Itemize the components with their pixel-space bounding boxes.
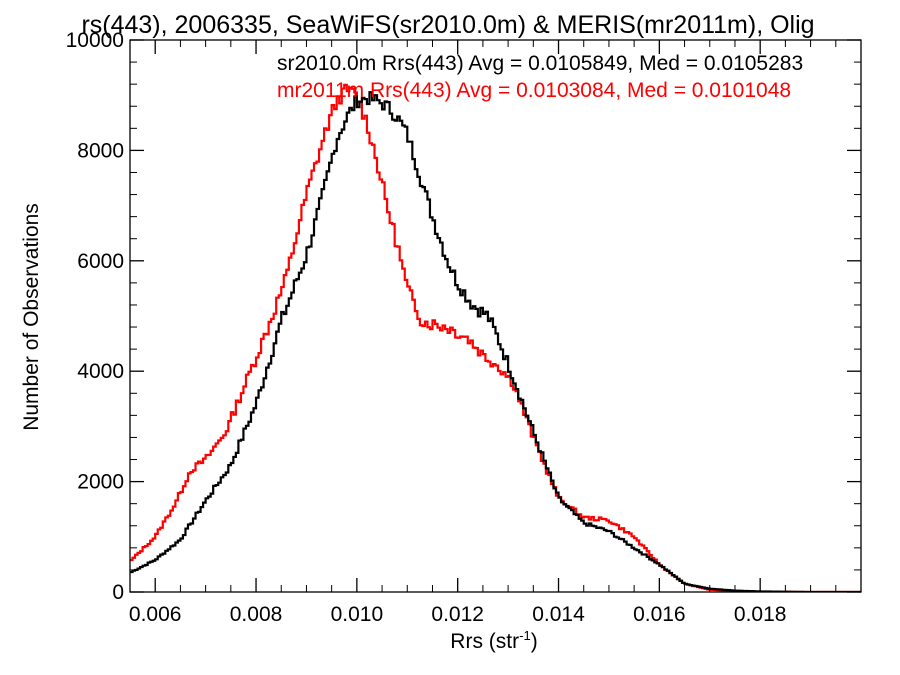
x-tick-label: 0.014: [532, 603, 585, 626]
y-tick-label: 4000: [77, 360, 124, 383]
y-tick-label: 8000: [77, 139, 124, 162]
y-tick-label: 0: [112, 581, 124, 604]
series-line-mr2011m: [130, 83, 861, 592]
y-tick-label: 2000: [77, 471, 124, 494]
y-axis-label: Number of Observations: [20, 203, 43, 431]
y-ticks: 0 2000 4000 6000 8000 10000: [66, 29, 861, 604]
x-axis-label: Rrs (str-1): [450, 628, 537, 653]
y-tick-label: 10000: [66, 29, 124, 52]
plot-area: [129, 39, 862, 593]
series-line-sr2010.0m: [130, 91, 861, 592]
legend-entry-mr2011: mr2011m Rrs(443) Avg = 0.0103084, Med = …: [277, 79, 791, 102]
x-ticks: 0.006 0.008 0.010 0.012 0.014 0.016 0.018: [129, 40, 837, 626]
x-tick-label: 0.010: [331, 603, 384, 626]
x-axis-label-superscript: -1: [519, 628, 531, 643]
x-axis-label-main: Rrs (str: [450, 630, 519, 653]
x-tick-label: 0.018: [734, 603, 787, 626]
x-tick-label: 0.008: [230, 603, 283, 626]
y-tick-label: 6000: [77, 250, 124, 273]
legend: sr2010.0m Rrs(443) Avg = 0.0105849, Med …: [277, 52, 803, 102]
legend-entry-sr2010: sr2010.0m Rrs(443) Avg = 0.0105849, Med …: [277, 52, 803, 75]
plot-frame: [129, 39, 862, 593]
x-tick-label: 0.016: [633, 603, 686, 626]
x-tick-label: 0.012: [431, 603, 484, 626]
x-tick-label: 0.006: [129, 603, 182, 626]
x-axis-label-close: ): [531, 630, 538, 653]
chart-title: rs(443), 2006335, SeaWiFS(sr2010.0m) & M…: [81, 11, 814, 39]
